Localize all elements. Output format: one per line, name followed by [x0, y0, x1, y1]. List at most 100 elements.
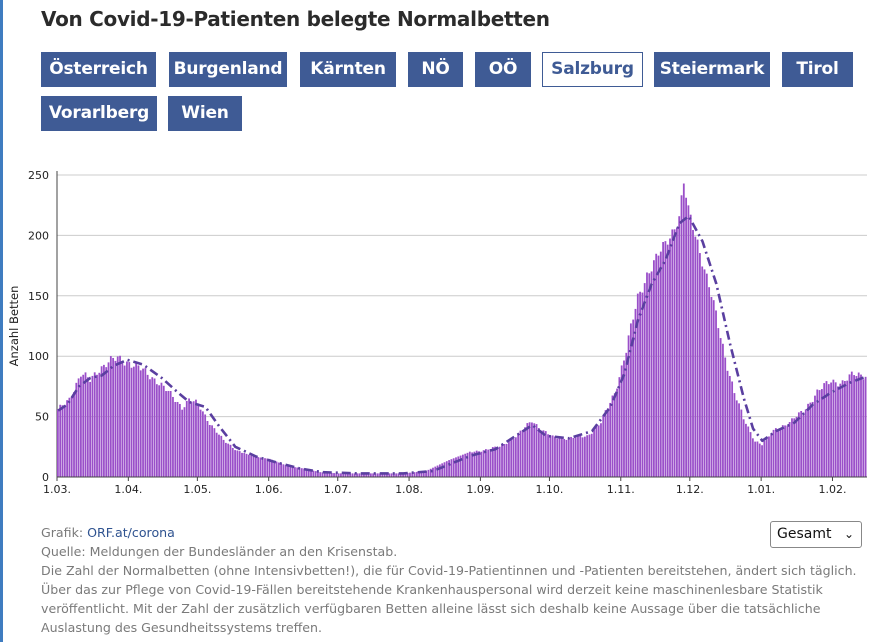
region-button-salzburg[interactable]: Salzburg: [542, 52, 643, 87]
bar: [692, 230, 694, 477]
bar: [254, 456, 257, 477]
bar: [409, 472, 411, 477]
bar: [130, 367, 133, 477]
grafik-label: Grafik:: [41, 525, 84, 540]
bar: [241, 452, 243, 477]
bar: [363, 473, 365, 477]
bar: [231, 447, 234, 477]
bar: [629, 323, 632, 477]
bar: [227, 443, 230, 477]
bar: [618, 377, 621, 477]
left-accent-rule: [0, 0, 3, 642]
bar: [438, 464, 441, 477]
bar: [549, 435, 552, 477]
bar: [185, 400, 188, 477]
x-tick-label: 1.09.: [466, 483, 494, 496]
period-select[interactable]: Gesamt ⌄: [770, 521, 862, 548]
bar: [632, 319, 635, 477]
bar: [570, 436, 572, 477]
region-button-wien[interactable]: Wien: [168, 96, 242, 131]
bar: [346, 473, 349, 477]
footer-grafik-line: Grafik: ORF.at/corona: [41, 523, 871, 542]
bar: [501, 444, 503, 477]
bar: [353, 473, 356, 477]
bed-occupancy-chart: 0 50 100 150 200 250 Anzahl Betten 1.03. 1.04. 1.…: [7, 169, 867, 496]
bar: [220, 435, 223, 477]
bar: [468, 451, 471, 477]
bar: [703, 269, 706, 477]
region-button-ooe[interactable]: OÖ: [475, 52, 531, 87]
bar: [772, 429, 775, 477]
bar: [717, 328, 720, 477]
bar: [436, 465, 439, 477]
bar: [399, 473, 402, 477]
bar: [652, 260, 655, 477]
bar: [80, 376, 82, 477]
bar: [462, 454, 464, 477]
bar: [763, 440, 766, 477]
bar: [770, 434, 773, 477]
bar: [641, 292, 644, 477]
region-button-burgenland[interactable]: Burgenland: [169, 52, 287, 87]
bar: [137, 365, 140, 477]
bar: [837, 386, 839, 477]
bar: [178, 403, 181, 477]
bar: [846, 380, 849, 477]
bar: [63, 404, 66, 477]
bar: [238, 451, 241, 477]
bar: [271, 459, 273, 477]
bar: [114, 360, 117, 477]
bar: [386, 473, 388, 477]
bar: [425, 470, 427, 477]
region-button-noe[interactable]: NÖ: [408, 52, 463, 87]
bar: [284, 465, 287, 477]
bar: [600, 423, 602, 477]
region-button-oesterreich[interactable]: Österreich: [41, 52, 156, 87]
region-button-kaernten[interactable]: Kärnten: [300, 52, 396, 87]
bar: [843, 381, 846, 477]
bar: [489, 449, 492, 477]
bar: [261, 457, 264, 477]
bar: [197, 403, 200, 477]
page-title: Von Covid-19-Patienten belegte Normalbet…: [41, 7, 550, 31]
y-tick-label: 0: [42, 471, 49, 484]
bar: [811, 401, 814, 477]
bar: [411, 472, 414, 477]
bar: [149, 379, 151, 477]
bar: [160, 382, 163, 477]
bar: [864, 376, 867, 477]
bar: [544, 431, 547, 477]
bar: [685, 197, 688, 477]
bar: [648, 273, 651, 477]
bar: [848, 374, 851, 477]
bar: [243, 453, 246, 477]
region-button-vorarlberg[interactable]: Vorarlberg: [41, 96, 157, 131]
bar: [452, 458, 455, 477]
region-button-steiermark[interactable]: Steiermark: [654, 52, 770, 87]
bar: [590, 433, 593, 477]
bar: [579, 435, 582, 477]
bar: [73, 392, 75, 477]
bar: [337, 473, 340, 477]
bar: [758, 443, 761, 477]
bar: [146, 374, 149, 477]
bar: [694, 236, 697, 477]
orf-corona-link[interactable]: ORF.at/corona: [87, 525, 175, 540]
bar: [712, 300, 715, 477]
bar: [77, 378, 80, 477]
bar: [450, 459, 453, 477]
bar: [96, 374, 98, 477]
bar: [445, 461, 448, 477]
bar: [657, 255, 660, 477]
bar: [312, 470, 315, 477]
bar: [595, 426, 598, 477]
bar: [369, 473, 372, 477]
bar: [415, 471, 418, 477]
bar: [116, 356, 119, 477]
bar: [395, 473, 398, 477]
bar: [139, 370, 142, 477]
bar: [696, 239, 699, 477]
bar: [155, 384, 158, 477]
bar: [860, 374, 862, 477]
region-button-tirol[interactable]: Tirol: [782, 52, 853, 87]
